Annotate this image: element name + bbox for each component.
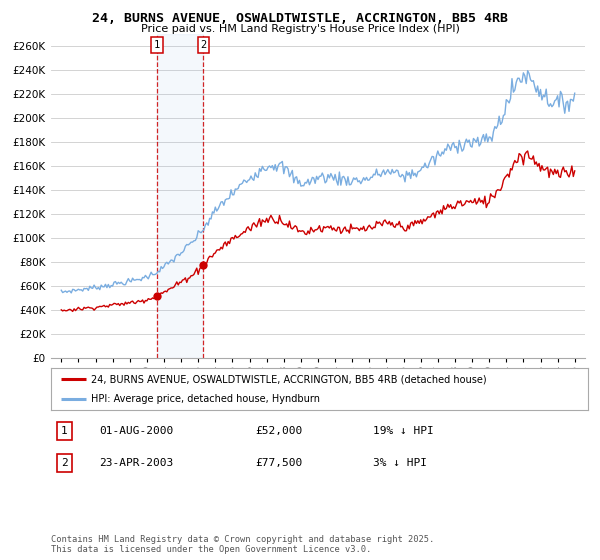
Text: 3% ↓ HPI: 3% ↓ HPI (373, 458, 427, 468)
Text: 24, BURNS AVENUE, OSWALDTWISTLE, ACCRINGTON, BB5 4RB (detached house): 24, BURNS AVENUE, OSWALDTWISTLE, ACCRING… (91, 374, 487, 384)
Text: 19% ↓ HPI: 19% ↓ HPI (373, 426, 434, 436)
Text: 1: 1 (154, 40, 160, 50)
Text: HPI: Average price, detached house, Hyndburn: HPI: Average price, detached house, Hynd… (91, 394, 320, 404)
Text: 01-AUG-2000: 01-AUG-2000 (100, 426, 173, 436)
Text: Contains HM Land Registry data © Crown copyright and database right 2025.
This d: Contains HM Land Registry data © Crown c… (51, 535, 434, 554)
Bar (157, 34, 203, 358)
Text: 1: 1 (61, 426, 68, 436)
Text: 2: 2 (61, 458, 68, 468)
Text: £77,500: £77,500 (255, 458, 302, 468)
Text: Price paid vs. HM Land Registry's House Price Index (HPI): Price paid vs. HM Land Registry's House … (140, 24, 460, 34)
Text: 23-APR-2003: 23-APR-2003 (100, 458, 173, 468)
Text: 2: 2 (200, 40, 206, 50)
Text: 24, BURNS AVENUE, OSWALDTWISTLE, ACCRINGTON, BB5 4RB: 24, BURNS AVENUE, OSWALDTWISTLE, ACCRING… (92, 12, 508, 25)
Text: £52,000: £52,000 (255, 426, 302, 436)
